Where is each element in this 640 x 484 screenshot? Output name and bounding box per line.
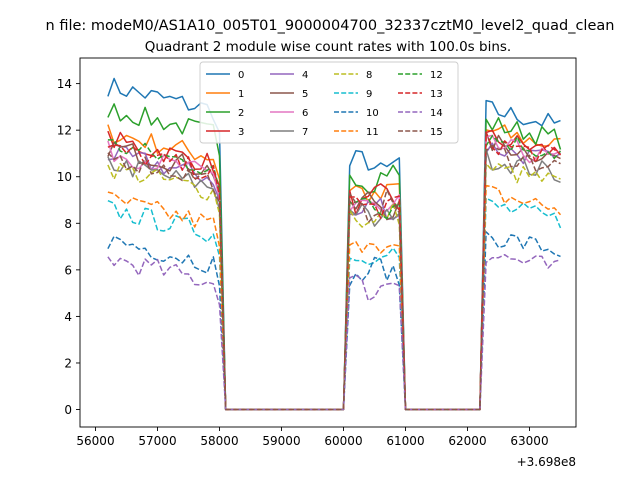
series-line-0 [107, 77, 561, 411]
x-axis-offset-label: +3.698e8 [517, 455, 576, 469]
x-tick-label: 58000 [200, 434, 238, 448]
legend-label-6: 6 [302, 108, 308, 119]
series-line-11 [107, 184, 562, 411]
series-line-6 [107, 134, 561, 411]
legend-label-15: 15 [430, 127, 443, 138]
series-line-2 [107, 103, 562, 411]
legend-label-4: 4 [302, 70, 308, 81]
legend-label-7: 7 [302, 127, 308, 138]
series-line-9 [107, 197, 562, 411]
legend-label-1: 1 [238, 89, 244, 100]
legend-label-14: 14 [430, 108, 443, 119]
x-tick-label: 61000 [386, 434, 424, 448]
y-tick-label: 6 [64, 263, 72, 277]
legend-label-10: 10 [366, 108, 379, 119]
plot-area: 56000 57000 58000 59000 60000 61000 62000 63000… [57, 57, 577, 448]
legend-label-11: 11 [366, 127, 379, 138]
series-line-15 [107, 144, 561, 411]
legend-label-9: 9 [366, 89, 372, 100]
legend-label-12: 12 [430, 70, 443, 81]
x-tick-label: 62000 [448, 434, 486, 448]
legend-label-0: 0 [238, 70, 244, 81]
y-tick-label: 2 [64, 356, 72, 370]
series-line-12 [107, 135, 562, 411]
y-tick-label: 4 [64, 310, 72, 324]
legend-label-13: 13 [430, 89, 443, 100]
x-tick-label: 59000 [262, 434, 300, 448]
y-tick-label: 10 [57, 170, 72, 184]
x-tick-label: 60000 [324, 434, 362, 448]
series-line-14 [107, 253, 561, 411]
y-tick-label: 12 [57, 124, 72, 138]
legend-label-2: 2 [238, 108, 244, 119]
y-tick-label: 0 [64, 403, 72, 417]
chart-title: Quadrant 2 module wise count rates with … [145, 39, 511, 55]
legend-label-3: 3 [238, 127, 244, 138]
x-tick-label: 57000 [138, 434, 176, 448]
series-line-13 [107, 131, 561, 411]
x-tick-label: 56000 [76, 434, 114, 448]
axes-frame [79, 57, 577, 428]
legend-label-8: 8 [366, 70, 372, 81]
y-tick-label: 8 [64, 217, 72, 231]
figure-suptitle: n file: modeM0/AS1A10_005T01_9000004700_… [46, 18, 615, 34]
legend-label-5: 5 [302, 89, 308, 100]
x-tick-label: 63000 [510, 434, 548, 448]
legend-box [199, 61, 459, 144]
y-tick-label: 14 [57, 77, 72, 91]
